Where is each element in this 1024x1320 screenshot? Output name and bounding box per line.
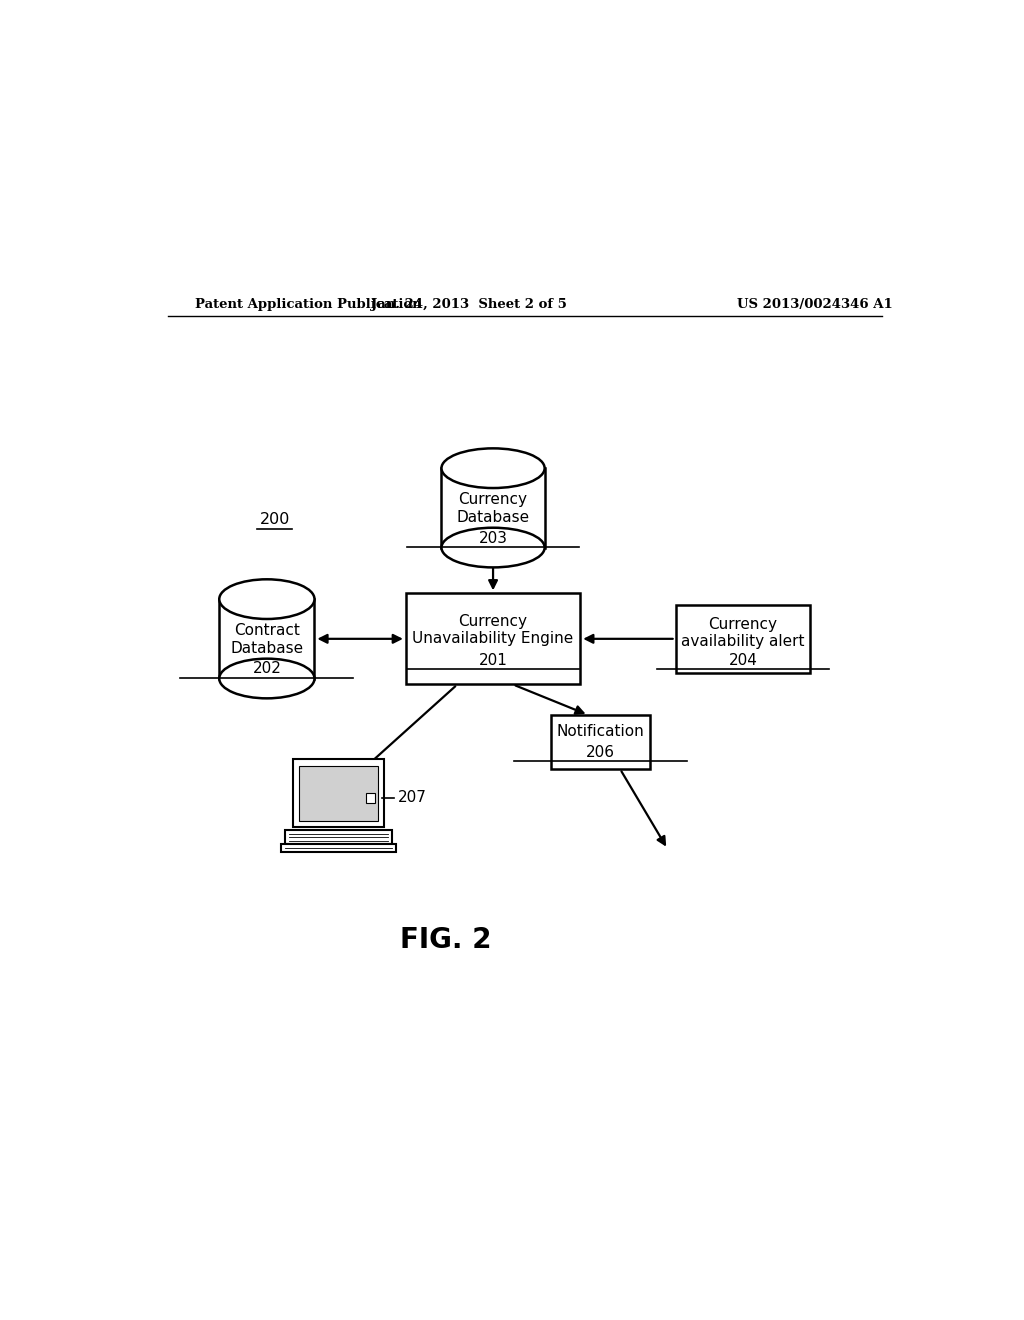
- Bar: [406, 593, 581, 685]
- Ellipse shape: [219, 659, 314, 698]
- Text: availability alert: availability alert: [681, 634, 805, 648]
- Bar: [366, 793, 375, 804]
- Text: Database: Database: [230, 640, 303, 656]
- Text: Currency: Currency: [459, 614, 527, 628]
- Text: 200: 200: [260, 512, 290, 527]
- Bar: [551, 715, 650, 770]
- Text: Jan. 24, 2013  Sheet 2 of 5: Jan. 24, 2013 Sheet 2 of 5: [372, 298, 567, 312]
- Bar: [441, 469, 545, 548]
- Text: 206: 206: [586, 744, 614, 760]
- Text: Patent Application Publication: Patent Application Publication: [196, 298, 422, 312]
- Text: FIG. 2: FIG. 2: [399, 927, 492, 954]
- Text: Currency: Currency: [459, 492, 527, 507]
- Ellipse shape: [219, 579, 314, 619]
- Text: Contract: Contract: [233, 623, 300, 639]
- Text: Currency: Currency: [709, 616, 777, 632]
- Text: US 2013/0024346 A1: US 2013/0024346 A1: [736, 298, 892, 312]
- Ellipse shape: [441, 449, 545, 488]
- Bar: [293, 759, 384, 826]
- Text: 207: 207: [397, 791, 427, 805]
- Text: 204: 204: [729, 653, 758, 668]
- Bar: [299, 766, 378, 821]
- Text: 203: 203: [478, 531, 508, 545]
- Bar: [676, 605, 811, 673]
- Bar: [285, 830, 392, 845]
- Bar: [281, 845, 396, 853]
- Text: 201: 201: [478, 653, 508, 668]
- Text: Notification: Notification: [556, 725, 644, 739]
- Ellipse shape: [441, 528, 545, 568]
- Text: 202: 202: [253, 661, 282, 676]
- Text: Database: Database: [457, 510, 529, 525]
- Bar: [219, 599, 314, 678]
- Text: Unavailability Engine: Unavailability Engine: [413, 631, 573, 647]
